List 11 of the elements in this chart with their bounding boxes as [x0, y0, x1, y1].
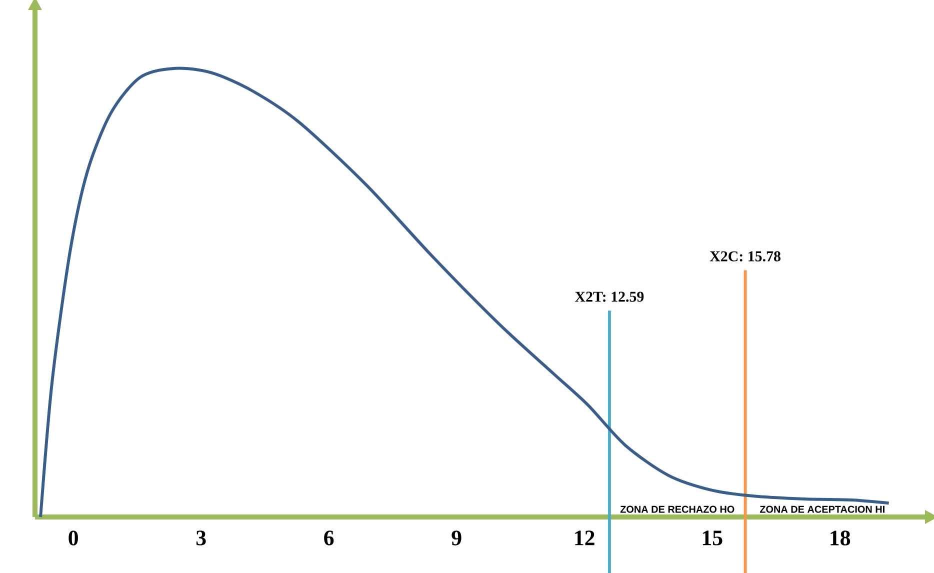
x-tick-label: 12: [575, 530, 594, 546]
x-tick-label: 9: [452, 530, 462, 546]
annotation: ZONA DE RECHAZO HO: [620, 506, 734, 513]
x-tick-label: 0: [68, 530, 78, 546]
x-tick-label: 18: [830, 530, 850, 546]
x-tick-label: 3: [196, 530, 206, 546]
ref-line-label: X2C: 15.78: [710, 251, 780, 262]
x-tick-label: 15: [702, 530, 722, 546]
annotation: ZONA DE ACEPTACION HI: [760, 506, 884, 513]
x-tick-label: 6: [324, 530, 334, 546]
ref-line-label: X2T: 12.59: [575, 292, 644, 302]
